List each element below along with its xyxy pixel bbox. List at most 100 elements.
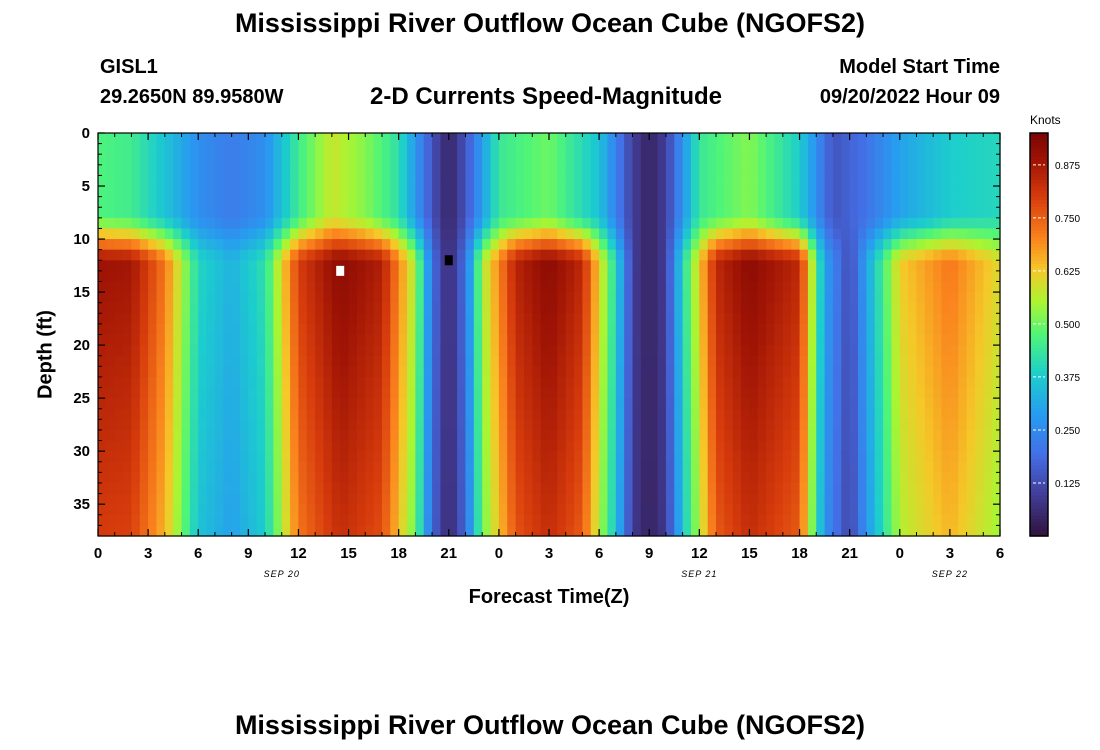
heatmap-cell (807, 514, 817, 526)
heatmap-cell (849, 461, 859, 473)
heatmap-cell (306, 302, 316, 314)
colorbar-segment (1030, 488, 1048, 493)
colorbar-segment (1030, 445, 1048, 450)
heatmap-cell (665, 525, 675, 537)
heatmap-cell (858, 281, 867, 293)
heatmap-cell (874, 313, 884, 325)
heatmap-cell (640, 493, 650, 505)
heatmap-cell (231, 302, 241, 314)
heatmap-cell (407, 154, 416, 166)
heatmap-cell (782, 164, 792, 177)
heatmap-cell (649, 366, 659, 378)
heatmap-cell (356, 461, 366, 473)
heatmap-cell (515, 482, 525, 495)
heatmap-cell (791, 323, 801, 336)
heatmap-cell (799, 398, 809, 410)
heatmap-cell (958, 175, 968, 187)
heatmap-cell (816, 292, 826, 304)
heatmap-cell (239, 133, 249, 145)
heatmap-cell (381, 228, 391, 240)
heatmap-cell (766, 228, 776, 240)
heatmap-cell (682, 345, 692, 357)
heatmap-cell (607, 323, 617, 336)
heatmap-cell (674, 154, 684, 166)
heatmap-cell (490, 504, 500, 516)
heatmap-cell (156, 239, 166, 251)
heatmap-cell (791, 292, 801, 304)
heatmap-cell (899, 408, 909, 420)
heatmap-cell (98, 207, 107, 219)
heatmap-cell (549, 302, 558, 314)
heatmap-cell (231, 217, 241, 230)
heatmap-cell (365, 376, 375, 389)
heatmap-cell (590, 376, 600, 389)
heatmap-cell (198, 387, 208, 399)
heatmap-cell (841, 493, 851, 505)
heatmap-cell (415, 239, 425, 251)
heatmap-cell (665, 387, 675, 399)
heatmap-cell (732, 164, 742, 177)
heatmap-cell (724, 217, 734, 230)
heatmap-cell (991, 175, 1001, 187)
heatmap-cell (549, 323, 558, 336)
heatmap-cell (381, 525, 391, 537)
heatmap-cell (540, 260, 550, 272)
heatmap-cell (189, 482, 199, 495)
heatmap-cell (348, 366, 358, 378)
heatmap-cell (206, 514, 216, 526)
heatmap-cell (356, 398, 366, 410)
heatmap-cell (164, 143, 174, 155)
heatmap-cell (716, 451, 725, 463)
heatmap-cell (239, 207, 249, 219)
heatmap-cell (565, 472, 575, 484)
heatmap-cell (457, 323, 467, 336)
heatmap-cell (457, 355, 467, 367)
heatmap-cell (381, 207, 391, 219)
heatmap-cell (290, 408, 300, 420)
heatmap-cell (323, 525, 333, 537)
heatmap-cell (432, 164, 442, 177)
heatmap-cell (582, 472, 592, 484)
heatmap-cell (315, 345, 325, 357)
heatmap-cell (766, 270, 776, 283)
heatmap-cell (707, 366, 717, 378)
heatmap-cell (682, 239, 692, 251)
heatmap-cell (841, 482, 851, 495)
heatmap-cell (640, 302, 650, 314)
heatmap-cell (649, 281, 659, 293)
heatmap-cell (465, 207, 475, 219)
heatmap-cell (448, 249, 458, 261)
heatmap-cell (540, 461, 550, 473)
heatmap-cell (106, 292, 116, 304)
heatmap-cell (824, 440, 834, 452)
heatmap-cell (123, 323, 133, 336)
heatmap-cell (908, 270, 918, 283)
station-coordinates: 29.2650N 89.9580W (100, 86, 284, 108)
heatmap-cell (841, 525, 851, 537)
heatmap-cell (123, 143, 133, 155)
heatmap-cell (532, 482, 542, 495)
heatmap-cell (331, 514, 341, 526)
heatmap-cell (582, 429, 592, 442)
heatmap-cell (841, 504, 851, 516)
heatmap-cell (498, 504, 508, 516)
heatmap-cell (156, 196, 166, 208)
heatmap-cell (832, 175, 842, 187)
heatmap-cell (381, 429, 391, 442)
heatmap-cell (816, 186, 826, 198)
heatmap-cell (966, 472, 976, 484)
heatmap-cell (991, 186, 1001, 198)
heatmap-cell (582, 302, 592, 314)
heatmap-cell (816, 461, 826, 473)
heatmap-cell (941, 196, 951, 208)
heatmap-cell (774, 239, 784, 251)
colorbar-segment (1030, 331, 1048, 336)
colorbar-segment (1030, 475, 1048, 480)
heatmap-cell (649, 133, 659, 145)
heatmap-cell (557, 376, 567, 389)
heatmap-cell (908, 419, 918, 431)
heatmap-cell (874, 281, 884, 293)
heatmap-cell (239, 398, 249, 410)
heatmap-cell (423, 334, 433, 346)
heatmap-cell (515, 302, 525, 314)
